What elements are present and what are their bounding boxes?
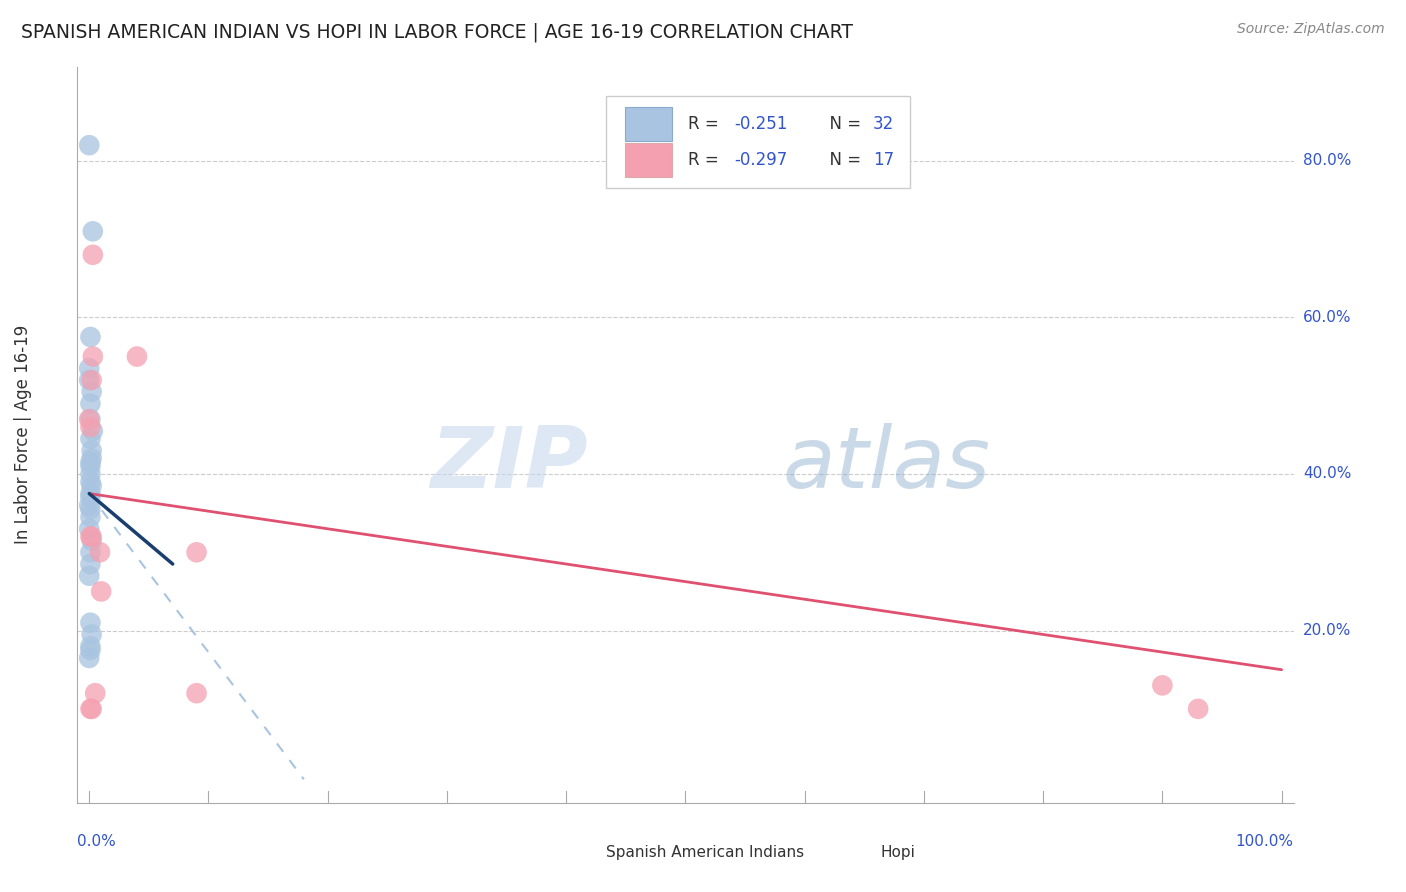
Text: 80.0%: 80.0% — [1303, 153, 1351, 169]
Point — [79, 643, 101, 657]
Text: Source: ZipAtlas.com: Source: ZipAtlas.com — [1237, 22, 1385, 37]
Point — [80, 627, 103, 641]
Point — [77, 361, 100, 376]
Point — [77, 568, 100, 582]
Point — [80, 530, 103, 544]
Text: N =: N = — [820, 152, 866, 169]
Point — [79, 491, 101, 505]
Point — [79, 420, 101, 434]
Point — [79, 702, 101, 716]
Point — [79, 510, 101, 524]
Point — [1152, 678, 1174, 692]
Text: atlas: atlas — [783, 423, 991, 506]
Point — [77, 498, 100, 512]
Text: In Labor Force | Age 16-19: In Labor Force | Age 16-19 — [14, 326, 31, 544]
Point — [80, 702, 103, 716]
Point — [79, 467, 101, 481]
Point — [79, 330, 101, 344]
Point — [90, 584, 112, 599]
Point — [125, 350, 148, 364]
Point — [80, 373, 103, 387]
Point — [79, 639, 101, 653]
Point — [84, 686, 107, 700]
Text: N =: N = — [820, 115, 866, 133]
Point — [186, 686, 208, 700]
Point — [77, 138, 100, 153]
Text: -0.297: -0.297 — [734, 152, 787, 169]
Text: R =: R = — [688, 152, 724, 169]
Point — [80, 479, 103, 493]
Text: 40.0%: 40.0% — [1303, 467, 1351, 482]
Point — [80, 451, 103, 466]
Text: Spanish American Indians: Spanish American Indians — [606, 846, 804, 861]
Point — [80, 533, 103, 548]
Point — [79, 530, 101, 544]
Point — [80, 384, 103, 399]
Text: 20.0%: 20.0% — [1303, 624, 1351, 638]
Point — [79, 475, 101, 489]
Point — [79, 545, 101, 559]
Text: 60.0%: 60.0% — [1303, 310, 1351, 325]
Point — [79, 557, 101, 571]
Point — [89, 545, 111, 559]
Text: Hopi: Hopi — [880, 846, 915, 861]
Text: SPANISH AMERICAN INDIAN VS HOPI IN LABOR FORCE | AGE 16-19 CORRELATION CHART: SPANISH AMERICAN INDIAN VS HOPI IN LABOR… — [21, 22, 853, 42]
Text: 0.0%: 0.0% — [77, 834, 117, 848]
FancyBboxPatch shape — [561, 840, 600, 865]
Text: 17: 17 — [873, 152, 894, 169]
Point — [80, 443, 103, 458]
Text: 32: 32 — [873, 115, 894, 133]
Point — [186, 545, 208, 559]
FancyBboxPatch shape — [624, 107, 672, 141]
Point — [77, 522, 100, 536]
Text: 100.0%: 100.0% — [1236, 834, 1294, 848]
Point — [82, 350, 104, 364]
Point — [79, 432, 101, 446]
Text: R =: R = — [688, 115, 724, 133]
Point — [79, 396, 101, 410]
Point — [79, 412, 101, 426]
Point — [79, 459, 101, 474]
Point — [82, 424, 104, 438]
Point — [79, 455, 101, 469]
Point — [82, 224, 104, 238]
Point — [79, 486, 101, 500]
Point — [77, 651, 100, 665]
Point — [79, 502, 101, 516]
Point — [79, 615, 101, 630]
Point — [77, 412, 100, 426]
FancyBboxPatch shape — [606, 96, 911, 188]
FancyBboxPatch shape — [835, 840, 875, 865]
Point — [1187, 702, 1209, 716]
Point — [77, 373, 100, 387]
Point — [82, 248, 104, 262]
FancyBboxPatch shape — [624, 144, 672, 178]
Text: -0.251: -0.251 — [734, 115, 787, 133]
Text: ZIP: ZIP — [430, 423, 588, 506]
